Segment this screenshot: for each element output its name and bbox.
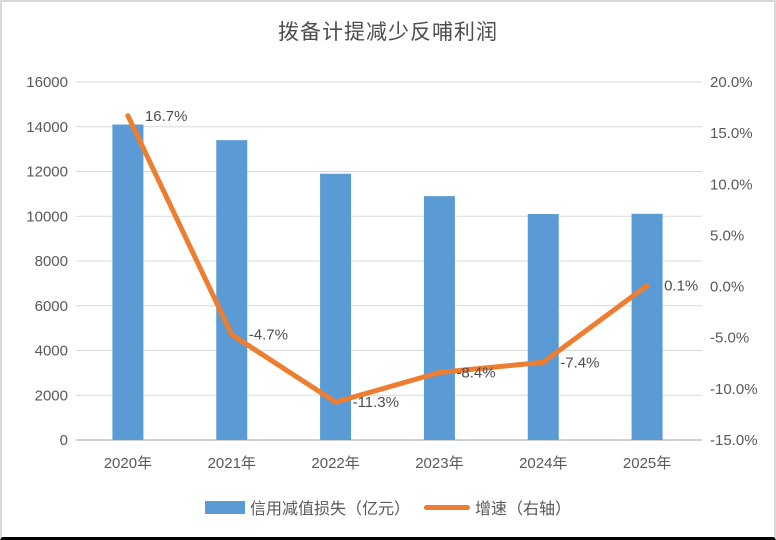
right-axis-tick-label: 20.0% <box>710 74 753 91</box>
bar-2021年 <box>216 140 248 441</box>
bar-series-label: 信用减值损失（亿元） <box>249 501 410 518</box>
left-axis-tick-label: 8000 <box>35 253 68 270</box>
line-data-label: -7.4% <box>560 354 599 371</box>
left-axis-tick-label: 12000 <box>26 164 68 181</box>
line-series-label: 增速（右轴） <box>475 501 572 518</box>
line-data-label: 16.7% <box>145 108 188 125</box>
bar-2023年 <box>423 196 455 440</box>
chart-legend: 信用减值损失（亿元） 增速（右轴） <box>2 495 774 519</box>
bar-2020年 <box>112 124 144 440</box>
left-axis-tick-label: 4000 <box>35 343 68 360</box>
chart-plot-area: 16000 14000 12000 10000 8000 6000 4000 2000 0 20.… <box>26 74 758 472</box>
growth-rate-line <box>125 113 650 405</box>
left-axis-tick-label: 0 <box>60 432 68 449</box>
chart-title: 拨备计提减少反哺利润 <box>278 21 498 44</box>
x-axis-label: 2021年 <box>208 455 256 472</box>
bar-2025年 <box>631 213 663 440</box>
x-axis-label: 2024年 <box>519 455 567 472</box>
x-axis-label: 2022年 <box>311 455 359 472</box>
line-data-label: -11.3% <box>353 394 399 411</box>
left-axis-tick-label: 6000 <box>35 298 68 315</box>
right-axis-tick-label: -10.0% <box>710 381 758 398</box>
legend-item-line-series: 增速（右轴） <box>424 495 571 519</box>
right-axis-tick-label: 15.0% <box>710 125 753 142</box>
right-axis-tick-label: -5.0% <box>710 330 749 347</box>
left-axis-tick-label: 16000 <box>26 74 68 91</box>
right-axis-tick-label: 5.0% <box>710 227 744 244</box>
right-axis-tick-label: 10.0% <box>710 176 753 193</box>
line-data-label: 0.1% <box>664 278 698 295</box>
left-axis-tick-label: 2000 <box>35 387 68 404</box>
left-axis-tick-label: 14000 <box>26 119 68 136</box>
bar-2024年 <box>527 214 559 440</box>
x-axis-label: 2023年 <box>415 455 463 472</box>
bar-series-swatch <box>204 500 245 514</box>
x-axis-label: 2025年 <box>623 455 671 472</box>
line-series-swatch <box>424 504 470 510</box>
right-axis-tick-label: -15.0% <box>710 432 758 449</box>
right-axis-tick-label: 0.0% <box>710 279 744 296</box>
legend-item-bar-series: 信用减值损失（亿元） <box>204 495 410 519</box>
x-axis-label: 2020年 <box>104 455 152 472</box>
line-data-label: -8.4% <box>456 364 495 381</box>
line-data-label: -4.7% <box>249 327 288 344</box>
left-axis-tick-label: 10000 <box>26 208 68 225</box>
